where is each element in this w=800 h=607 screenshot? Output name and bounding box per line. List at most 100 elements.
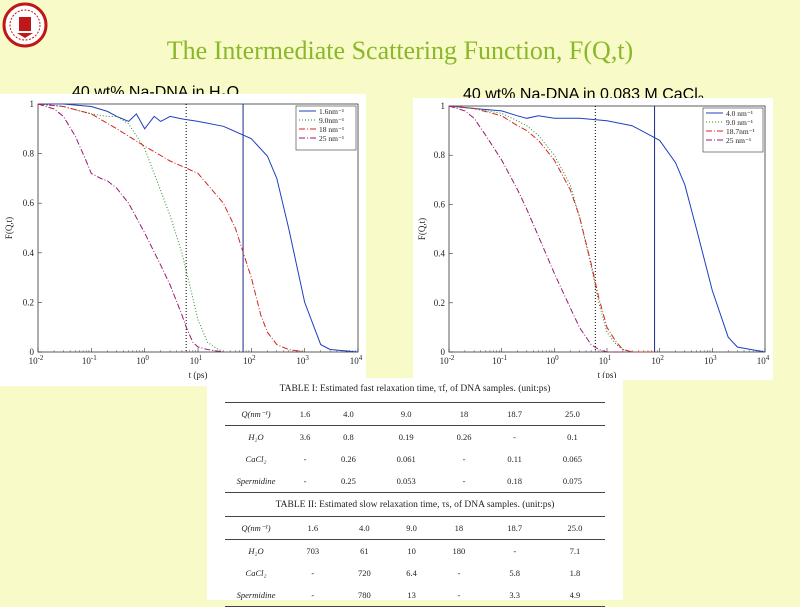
table1-cell: 0.053 bbox=[373, 470, 439, 493]
table2-cell: 4.9 bbox=[544, 584, 605, 607]
y-tick-label: 0.8 bbox=[434, 150, 446, 160]
legend-label: 18 nm⁻¹ bbox=[319, 125, 344, 134]
series-line-0 bbox=[448, 105, 766, 353]
table2-caption: TABLE II: Estimated slow relaxation time… bbox=[275, 500, 555, 510]
table2-cell: H₂O bbox=[248, 546, 264, 556]
legend-box bbox=[702, 107, 764, 153]
x-tick-label: 100 bbox=[136, 354, 149, 366]
legend-label: 4.0 nm⁻¹ bbox=[726, 109, 753, 118]
series-line-1 bbox=[37, 103, 252, 353]
x-tick-label: 101 bbox=[599, 354, 612, 366]
chart-right-svg: 10-2 10-1 100 101 102 103 104 0 0.2 0.4 0.6 0.8 1 t (… bbox=[417, 101, 770, 380]
table2-cell: 720 bbox=[357, 568, 371, 578]
table2-cell: - bbox=[457, 568, 461, 578]
x-tick-label: 104 bbox=[757, 354, 770, 366]
table2-header-cell: 4.0 bbox=[338, 516, 391, 540]
legend-label: 9.0 nm⁻¹ bbox=[726, 118, 753, 127]
y-tick-label: 1 bbox=[30, 99, 35, 109]
y-axis-label: F(Q,t) bbox=[4, 217, 14, 239]
table1-header-cell: 25.0 bbox=[539, 402, 605, 426]
table2-cell: 10 bbox=[407, 546, 416, 556]
y-axis-label: F(Q,t) bbox=[417, 218, 427, 240]
table2-cell: 180 bbox=[452, 546, 466, 556]
table2-cell: - bbox=[513, 546, 517, 556]
y-tick-label: 0.4 bbox=[23, 248, 35, 258]
legend-box bbox=[295, 105, 357, 151]
x-tick-label: 10-1 bbox=[492, 354, 507, 366]
table1-cell: H₂O bbox=[248, 432, 264, 442]
table1-header-cell: 4.0 bbox=[323, 402, 374, 426]
series-line-3 bbox=[37, 103, 224, 353]
series-line-1 bbox=[448, 105, 660, 353]
table1-cell: 0.8 bbox=[343, 432, 354, 442]
table2-cell: Spermidine bbox=[225, 584, 287, 607]
table1-cell: 0.11 bbox=[507, 454, 522, 464]
table2-header-row: Q(nm⁻¹) 1.6 4.0 9.0 18 18.7 25.0 bbox=[225, 516, 605, 540]
legend-label: 25 nm⁻¹ bbox=[726, 136, 751, 145]
table2-cell: 7.1 bbox=[569, 546, 581, 556]
table2-header-cell: 9.0 bbox=[390, 516, 434, 540]
table2-cell: 3.3 bbox=[484, 584, 545, 607]
x-tick-label: 100 bbox=[546, 354, 559, 366]
table-row: H₂O 703 61 10 180 - 7.1 bbox=[225, 540, 605, 563]
table2-cell: 5.8 bbox=[509, 568, 521, 578]
series-line-0 bbox=[38, 103, 359, 353]
x-tick-label: 103 bbox=[296, 354, 309, 366]
table1-header-cell: 9.0 bbox=[373, 402, 439, 426]
table2-header-cell: 25.0 bbox=[544, 516, 605, 540]
table-row: Spermidine -780 13-3.3 4.9 bbox=[225, 584, 605, 607]
y-tick-label: 0.4 bbox=[434, 249, 446, 259]
table1-cell: - bbox=[513, 432, 517, 442]
table2-cell: - bbox=[311, 568, 315, 578]
table2-header-cell: 18.7 bbox=[484, 516, 545, 540]
series-line-2 bbox=[448, 105, 660, 353]
x-tick-label: 103 bbox=[704, 354, 717, 366]
table1-cell: 3.6 bbox=[299, 432, 311, 442]
table-row: Spermidine -0.25 0.053-0.18 0.075 bbox=[225, 470, 605, 493]
table2-header-cell: Q(nm⁻¹) bbox=[225, 516, 287, 540]
x-tick-label: 102 bbox=[651, 354, 664, 366]
table1-caption: TABLE I: Estimated fast relaxation time,… bbox=[279, 384, 551, 394]
table-row: H₂O 3.6 0.8 0.19 0.26 - 0.1 bbox=[225, 426, 605, 449]
y-tick-label: 0.2 bbox=[23, 297, 34, 307]
university-seal-icon bbox=[2, 2, 48, 48]
table2-cell: 1.8 bbox=[569, 568, 581, 578]
y-tick-label: 0.6 bbox=[23, 198, 35, 208]
table1-header-cell: 18 bbox=[438, 402, 490, 426]
x-axis-label: t (ps) bbox=[598, 370, 617, 380]
x-tick-label: 10-1 bbox=[82, 354, 97, 366]
table1: Q(nm⁻¹) 1.6 4.0 9.0 18 18.7 25.0 H₂O 3.6 0.8 0.19 0… bbox=[225, 402, 605, 493]
x-axis-label: t (ps) bbox=[189, 370, 208, 380]
table2-cell: - bbox=[433, 584, 485, 607]
legend-label: 25 nm⁻¹ bbox=[319, 134, 344, 143]
table2-cell: 703 bbox=[306, 546, 320, 556]
table1-cell: - bbox=[438, 470, 490, 493]
table2-cell: CaCl₂ bbox=[245, 568, 267, 578]
table1-header-cell: Q(nm⁻¹) bbox=[225, 402, 287, 426]
series-line-3 bbox=[448, 105, 623, 353]
legend-label: 18.7nm⁻¹ bbox=[726, 127, 755, 136]
y-tick-label: 0.6 bbox=[434, 199, 446, 209]
table2-header-cell: 1.6 bbox=[287, 516, 339, 540]
x-tick-label: 10-2 bbox=[440, 354, 455, 366]
table1-cell: 0.25 bbox=[323, 470, 374, 493]
table-row: CaCl₂ - 720 6.4 - 5.8 1.8 bbox=[225, 562, 605, 584]
table1-cell: 0.065 bbox=[562, 454, 582, 464]
x-tick-label: 101 bbox=[190, 354, 203, 366]
slide-title: The Intermediate Scattering Function, F(… bbox=[166, 36, 634, 65]
table2-cell: 61 bbox=[360, 546, 369, 556]
table2-header-cell: 18 bbox=[433, 516, 485, 540]
table2: Q(nm⁻¹) 1.6 4.0 9.0 18 18.7 25.0 H₂O 703 61 10 180 -… bbox=[225, 516, 605, 607]
x-tick-label: 102 bbox=[243, 354, 256, 366]
table1-cell: - bbox=[303, 454, 307, 464]
table1-cell: CaCl₂ bbox=[245, 454, 267, 464]
table1-cell: 0.26 bbox=[340, 454, 356, 464]
table1-cell: Spermidine bbox=[225, 470, 287, 493]
table1-cell: 0.18 bbox=[489, 470, 540, 493]
y-tick-label: 1 bbox=[441, 101, 446, 111]
table1-cell: - bbox=[462, 454, 466, 464]
chart-right: 10-2 10-1 100 101 102 103 104 0 0.2 0.4 0.6 0.8 1 t (… bbox=[413, 98, 773, 380]
relaxation-tables: TABLE I: Estimated fast relaxation time,… bbox=[207, 378, 623, 607]
x-tick-label: 104 bbox=[350, 354, 363, 366]
table1-cell: 0.26 bbox=[456, 432, 472, 442]
